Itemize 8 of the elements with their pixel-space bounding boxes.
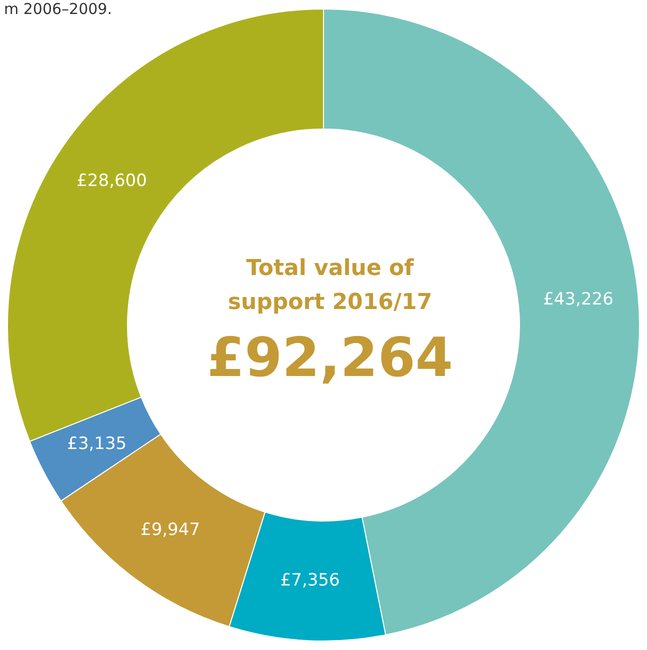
data-label: £43,226: [543, 290, 614, 310]
data-label: £7,356: [280, 570, 340, 591]
data-label: £28,600: [76, 171, 147, 192]
text: m 2006–2009.: [4, 0, 112, 18]
text: Total value of support 2016/17: [228, 256, 432, 315]
data-label: £3,135: [67, 434, 127, 454]
text: £92,264: [207, 326, 453, 389]
data-label: £9,947: [140, 520, 200, 540]
